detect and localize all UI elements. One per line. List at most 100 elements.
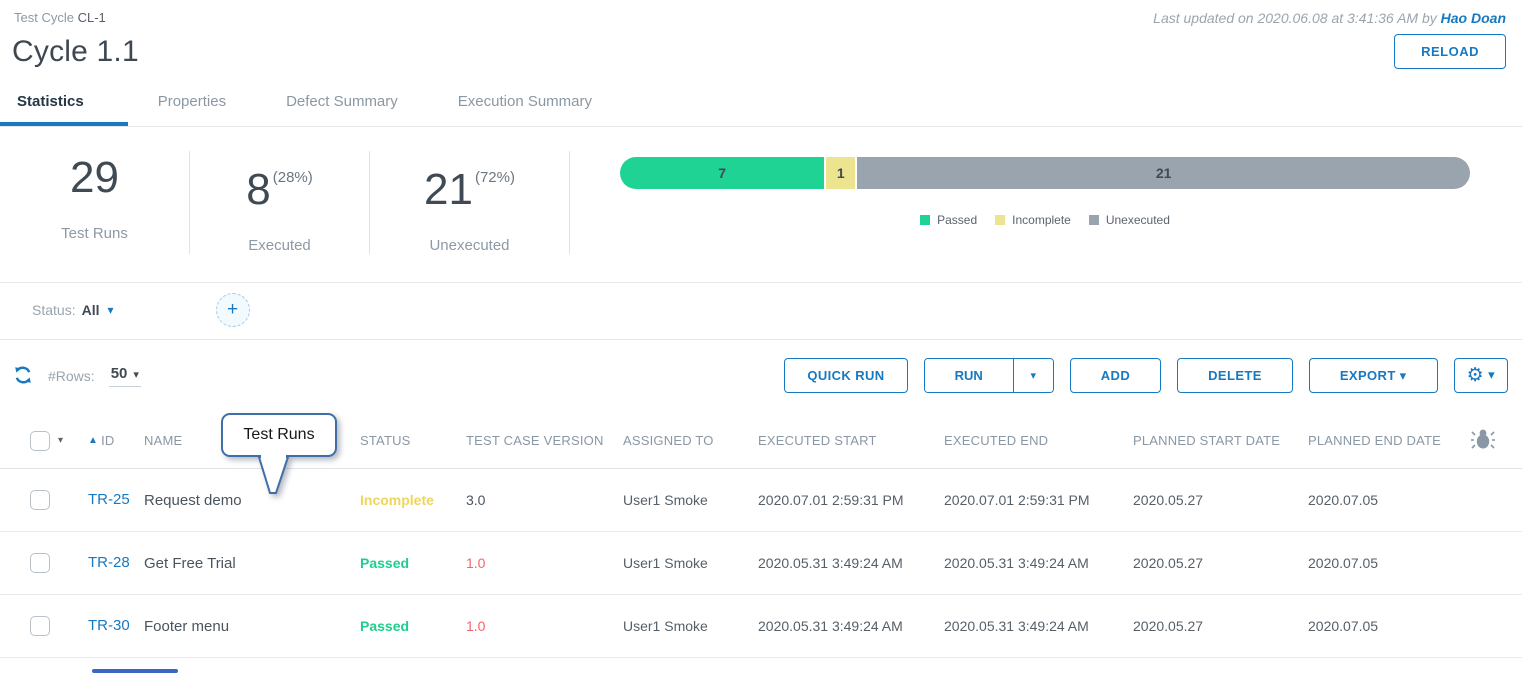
status-filter-dropdown[interactable]: All: [81, 302, 100, 318]
table-row[interactable]: TR-28 Get Free Trial Passed 1.0 User1 Sm…: [0, 532, 1522, 595]
legend-item-incomplete: Incomplete: [995, 213, 1071, 227]
column-header-assigned-to[interactable]: ASSIGNED TO: [623, 433, 714, 448]
status-filter-label: Status:: [32, 302, 76, 318]
refresh-button[interactable]: [12, 365, 34, 387]
stat-unexecuted-value: 21 (72%): [424, 165, 515, 214]
planned-end-date: 2020.07.05: [1308, 555, 1379, 571]
test-run-link[interactable]: TR-28: [88, 554, 130, 571]
status-badge: Passed: [360, 618, 410, 634]
last-updated-user-link[interactable]: Hao Doan: [1440, 10, 1506, 26]
table-row[interactable]: TR-25 Request demo Incomplete 3.0 User1 …: [0, 469, 1522, 532]
progress-segment-incomplete: 1: [826, 157, 856, 189]
statistics-panel: 29 Test Runs 8 (28%) Executed 21 (72%) Une…: [0, 127, 1522, 283]
planned-end-date: 2020.07.05: [1308, 618, 1379, 634]
tab-bar: Statistics Properties Defect Summary Exe…: [0, 83, 1522, 127]
run-button[interactable]: RUN: [924, 359, 1013, 392]
execution-progress: 7 1 21 Passed Incomplete Unexecuted: [570, 151, 1522, 254]
stat-unexecuted-label: Unexecuted: [429, 237, 510, 254]
run-dropdown-caret[interactable]: ▾: [1012, 359, 1053, 392]
reload-button[interactable]: RELOAD: [1394, 34, 1506, 69]
progress-bar: 7 1 21: [620, 157, 1470, 189]
legend-item-passed: Passed: [920, 213, 977, 227]
assigned-to: User1 Smoke: [623, 618, 708, 634]
progress-legend: Passed Incomplete Unexecuted: [620, 213, 1470, 227]
incomplete-swatch-icon: [995, 215, 1006, 225]
stat-executed-label: Executed: [248, 237, 311, 254]
table-header-row: ▾ ▲ ID NAME STATUS TEST CASE VERSION ASS…: [0, 413, 1522, 469]
stat-test-runs-value: 29: [70, 153, 119, 202]
last-updated-prefix: Last updated on 2020.06.08 at 3:41:36 AM…: [1153, 10, 1441, 26]
column-header-executed-end[interactable]: EXECUTED END: [944, 433, 1049, 448]
test-run-name: Footer menu: [144, 617, 230, 635]
rows-label: #Rows:: [48, 367, 95, 384]
status-badge: Passed: [360, 555, 410, 571]
export-dropdown-button[interactable]: EXPORT ▾: [1308, 358, 1438, 393]
row-checkbox[interactable]: [30, 616, 50, 636]
table-row[interactable]: TR-30 Footer menu Passed 1.0 User1 Smoke…: [0, 595, 1522, 658]
filter-bar: Status: All ▾ +: [0, 283, 1522, 340]
test-case-version: 1.0: [466, 618, 486, 634]
tooltip-text: Test Runs: [221, 413, 337, 457]
page-title: Cycle 1.1: [12, 34, 139, 68]
stat-executed: 8 (28%) Executed: [190, 151, 370, 254]
stat-unexecuted: 21 (72%) Unexecuted: [370, 151, 570, 254]
assigned-to: User1 Smoke: [623, 555, 708, 571]
breadcrumb: Test Cycle CL-1: [14, 10, 106, 26]
progress-segment-passed: 7: [620, 157, 825, 189]
tooltip-tail: [257, 455, 290, 494]
passed-swatch-icon: [920, 215, 931, 225]
row-checkbox[interactable]: [30, 553, 50, 573]
delete-button[interactable]: DELETE: [1177, 358, 1293, 393]
tab-defect-summary[interactable]: Defect Summary: [286, 93, 398, 110]
stat-test-runs: 29 Test Runs: [0, 151, 190, 254]
column-header-planned-start-date[interactable]: PLANNED START DATE: [1133, 433, 1281, 448]
select-menu-caret-icon[interactable]: ▾: [58, 435, 64, 446]
tab-statistics[interactable]: Statistics: [0, 83, 128, 126]
column-header-status[interactable]: STATUS: [360, 433, 411, 448]
tab-execution-summary[interactable]: Execution Summary: [457, 93, 592, 110]
chevron-down-icon[interactable]: ▾: [107, 303, 114, 317]
test-run-link[interactable]: TR-30: [88, 617, 130, 634]
gear-icon: ⚙: [1466, 365, 1485, 386]
legend-passed-label: Passed: [937, 213, 978, 227]
planned-start-date: 2020.05.27: [1133, 492, 1204, 508]
tab-properties[interactable]: Properties: [157, 93, 227, 110]
sort-ascending-icon: ▲: [88, 435, 99, 446]
test-run-link[interactable]: TR-25: [88, 491, 130, 508]
legend-incomplete-label: Incomplete: [1012, 213, 1071, 227]
horizontal-scrollbar-thumb[interactable]: [92, 669, 178, 673]
executed-start: 2020.05.31 3:49:24 AM: [758, 618, 903, 634]
last-updated-text: Last updated on 2020.06.08 at 3:41:36 AM…: [1153, 10, 1508, 26]
add-filter-button[interactable]: +: [215, 293, 250, 327]
executed-end: 2020.05.31 3:49:24 AM: [944, 555, 1089, 571]
rows-per-page-dropdown[interactable]: 50 ▾: [108, 364, 141, 387]
add-button[interactable]: ADD: [1069, 358, 1162, 393]
stat-executed-value: 8 (28%): [246, 165, 313, 214]
test-runs-tooltip: Test Runs: [221, 413, 341, 494]
quick-run-button[interactable]: QUICK RUN: [784, 358, 908, 393]
executed-end: 2020.05.31 3:49:24 AM: [944, 618, 1089, 634]
planned-start-date: 2020.05.27: [1133, 618, 1204, 634]
test-run-name: Request demo: [144, 491, 242, 509]
grid-toolbar: #Rows: 50 ▾ QUICK RUN RUN ▾ ADD DELETE EX…: [0, 340, 1522, 407]
column-header-planned-end-date[interactable]: PLANNED END DATE: [1308, 433, 1441, 448]
legend-unexecuted-label: Unexecuted: [1105, 213, 1170, 227]
refresh-icon: [15, 366, 31, 383]
executed-end: 2020.07.01 2:59:31 PM: [944, 492, 1090, 508]
executed-start: 2020.05.31 3:49:24 AM: [758, 555, 903, 571]
breadcrumb-id: CL-1: [77, 10, 106, 25]
select-all-checkbox[interactable]: [30, 430, 50, 451]
test-case-version: 3.0: [466, 492, 486, 508]
bug-icon[interactable]: [1470, 426, 1496, 452]
grid-settings-button[interactable]: ⚙ ▾: [1453, 358, 1508, 393]
unexecuted-swatch-icon: [1088, 215, 1099, 225]
status-badge: Incomplete: [360, 492, 434, 508]
column-header-id[interactable]: ▲ ID: [88, 433, 144, 448]
row-checkbox[interactable]: [30, 490, 50, 510]
rows-value: 50: [110, 364, 128, 382]
stat-test-runs-label: Test Runs: [61, 225, 128, 242]
column-header-executed-start[interactable]: EXECUTED START: [758, 433, 877, 448]
test-case-version: 1.0: [466, 555, 486, 571]
column-header-name[interactable]: NAME: [144, 433, 183, 448]
column-header-test-case-version[interactable]: TEST CASE VERSION: [466, 433, 604, 448]
